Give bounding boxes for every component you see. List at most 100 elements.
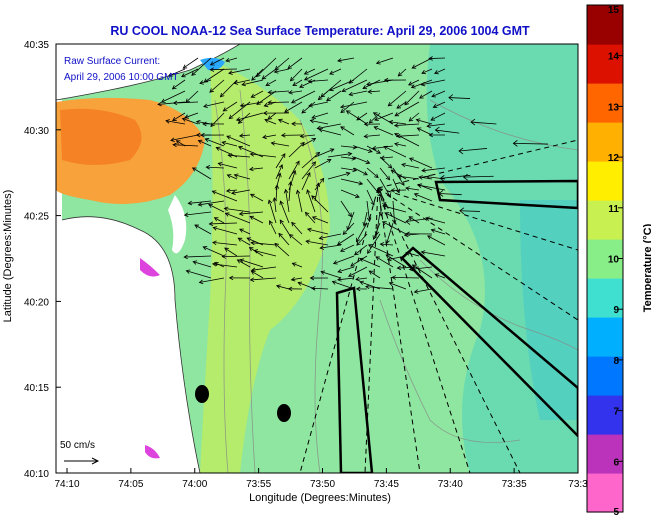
current-vector bbox=[320, 271, 342, 279]
current-vector-head bbox=[434, 126, 440, 134]
current-vector bbox=[251, 270, 264, 279]
current-vector bbox=[379, 200, 382, 216]
current-vector-head bbox=[459, 207, 465, 215]
current-vector bbox=[274, 68, 290, 73]
colorbar-tick-label: 13 bbox=[608, 102, 620, 113]
current-vector-head bbox=[194, 224, 199, 229]
current-vector bbox=[314, 183, 319, 202]
current-vector bbox=[369, 270, 381, 279]
current-vector bbox=[409, 157, 433, 169]
current-vector-head bbox=[264, 118, 270, 123]
current-vector-head bbox=[249, 152, 255, 157]
current-vector bbox=[320, 244, 342, 249]
current-vector-head bbox=[415, 118, 421, 123]
current-vector-head bbox=[224, 212, 230, 217]
current-vector bbox=[213, 227, 238, 235]
current-vector-head bbox=[336, 241, 342, 246]
current-vector-head bbox=[287, 286, 293, 292]
current-vector bbox=[314, 159, 332, 169]
current-vector-head bbox=[202, 246, 208, 251]
bathymetry-contours bbox=[214, 89, 578, 473]
current-vector-head bbox=[157, 101, 162, 107]
current-vector-head bbox=[198, 279, 204, 285]
current-vector-head bbox=[195, 132, 201, 138]
current-vector-head bbox=[347, 212, 352, 218]
current-vector-head bbox=[393, 123, 399, 128]
current-vector-head bbox=[431, 93, 437, 98]
current-vector bbox=[366, 79, 394, 85]
current-vector bbox=[310, 120, 329, 125]
current-vector-head bbox=[386, 256, 392, 262]
current-vector-head bbox=[205, 165, 211, 170]
current-vector-head bbox=[311, 161, 316, 166]
current-vector-head bbox=[297, 281, 303, 286]
current-vector bbox=[405, 252, 420, 257]
current-vector bbox=[251, 90, 264, 98]
current-vector bbox=[301, 138, 316, 147]
current-vector bbox=[182, 118, 199, 125]
current-vector bbox=[340, 178, 363, 185]
current-vector-head bbox=[337, 277, 342, 282]
current-vector bbox=[308, 79, 329, 82]
current-vector bbox=[448, 97, 471, 99]
current-vector bbox=[376, 57, 394, 64]
current-vector bbox=[318, 90, 329, 100]
current-vector-head bbox=[419, 94, 424, 99]
current-vector-head bbox=[434, 273, 440, 278]
current-vector bbox=[220, 79, 238, 98]
current-vector-head bbox=[283, 188, 289, 194]
x-tick-label: 73:40 bbox=[438, 479, 463, 490]
current-vector-head bbox=[273, 69, 279, 74]
current-vector bbox=[226, 135, 251, 147]
y-tick-label: 40:35 bbox=[24, 40, 49, 51]
current-vector bbox=[273, 197, 277, 213]
current-vector-head bbox=[215, 146, 221, 151]
current-vector bbox=[291, 90, 316, 104]
current-vector-head bbox=[377, 192, 382, 198]
current-vector-head bbox=[211, 190, 217, 195]
current-vector-head bbox=[253, 249, 259, 254]
land-new-jersey bbox=[56, 100, 200, 473]
current-vector bbox=[306, 189, 316, 213]
annotation-line-2: April 29, 2006 10:00 GMT bbox=[64, 72, 179, 83]
current-vector bbox=[346, 110, 368, 125]
current-vector-head bbox=[375, 256, 381, 261]
current-vector bbox=[348, 266, 368, 277]
current-vector bbox=[173, 144, 199, 147]
current-vector-head bbox=[375, 60, 381, 65]
current-vector-head bbox=[306, 227, 312, 233]
current-vector-head bbox=[267, 90, 273, 95]
current-vector bbox=[264, 119, 277, 125]
current-vector bbox=[269, 220, 277, 235]
colorbar-segment bbox=[587, 44, 623, 84]
current-vector bbox=[367, 233, 381, 254]
current-vector bbox=[401, 164, 420, 169]
scale-arrow bbox=[64, 457, 100, 465]
current-vector-head bbox=[290, 99, 296, 104]
current-vector-head bbox=[394, 133, 399, 138]
buoy-marker-2 bbox=[277, 404, 291, 422]
current-vector bbox=[240, 259, 264, 268]
current-vector-head bbox=[291, 121, 296, 127]
current-vector bbox=[288, 142, 305, 158]
current-vector bbox=[347, 211, 355, 231]
y-tick-label: 40:25 bbox=[24, 212, 49, 223]
current-vector-head bbox=[348, 91, 354, 97]
current-vector bbox=[222, 255, 251, 257]
current-vector-head bbox=[408, 117, 414, 122]
current-vector bbox=[193, 261, 212, 268]
current-vector-head bbox=[342, 230, 348, 236]
current-vector bbox=[380, 156, 394, 159]
current-vector-head bbox=[439, 175, 445, 182]
current-vector bbox=[405, 217, 433, 222]
current-vector bbox=[353, 167, 368, 176]
current-vector-head bbox=[213, 262, 219, 267]
current-vector-head bbox=[391, 275, 396, 280]
current-vector-head bbox=[167, 72, 173, 77]
current-vector-head bbox=[382, 201, 387, 207]
current-vector bbox=[366, 189, 375, 206]
current-vector bbox=[181, 68, 199, 77]
current-vector bbox=[340, 156, 356, 160]
